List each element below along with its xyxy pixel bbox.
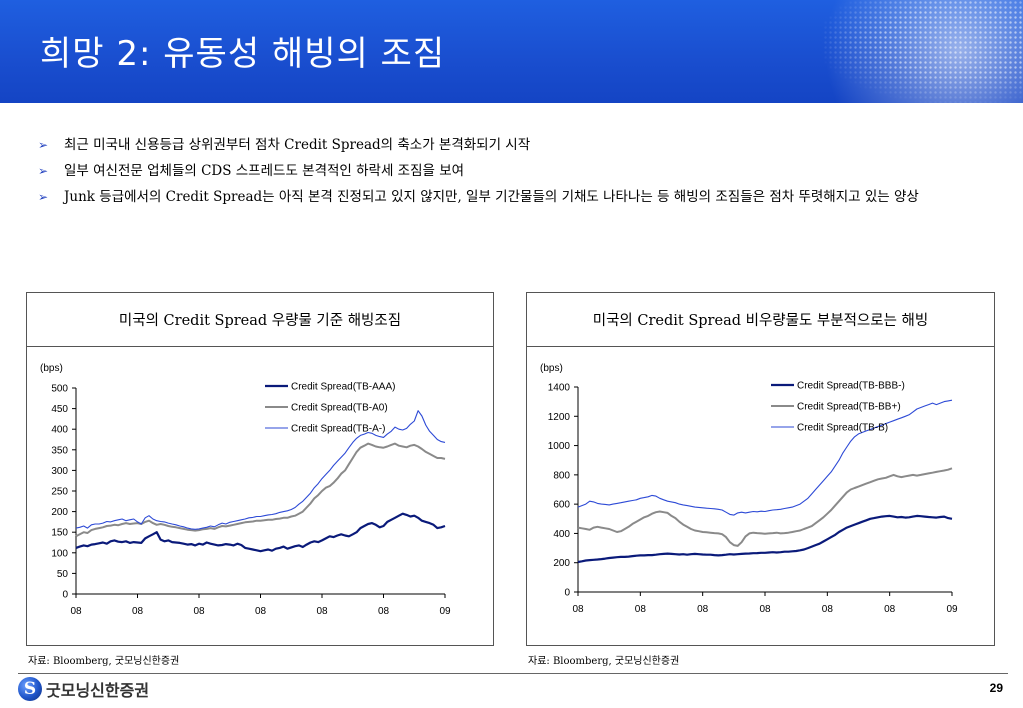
series-line-3 <box>75 410 446 530</box>
y-axis-unit-label: (bps) <box>40 363 63 374</box>
legend-label: Credit Spread(TB-BBB-) <box>797 381 905 392</box>
series-line-3 <box>577 399 953 516</box>
legend-label: Credit Spread(TB-BB+) <box>797 402 901 413</box>
y-axis-unit-label: (bps) <box>540 363 563 374</box>
company-logo: S 굿모닝신한증권 <box>18 677 149 701</box>
x-tick-label: 08 <box>132 606 144 617</box>
x-tick-label: 08 <box>193 606 205 617</box>
chart-panel-right: 미국의 Credit Spread 비우량물도 부분적으로는 해빙 (bps) 0… <box>526 292 995 646</box>
x-tick-label: 08 <box>70 606 82 617</box>
x-tick-label: 08 <box>822 604 834 615</box>
footer-divider <box>18 673 1008 674</box>
y-tick-label: 100 <box>51 548 68 559</box>
chart-source-note: 자료: Bloomberg, 굿모닝신한증권 <box>528 656 680 667</box>
x-tick-label: 09 <box>439 606 451 617</box>
y-tick-label: 1000 <box>548 441 571 452</box>
y-tick-label: 0 <box>564 588 570 599</box>
arrow-bullet-icon: ➢ <box>38 190 49 204</box>
y-tick-label: 800 <box>553 470 570 481</box>
bullet-list: ➢ 최근 미국내 신용등급 상위권부터 점차 Credit Spread의 축소… <box>38 134 1003 212</box>
series-line-2 <box>75 442 446 538</box>
y-tick-label: 300 <box>51 466 68 477</box>
bullet-item: ➢ Junk 등급에서의 Credit Spread는 아직 본격 진정되고 있… <box>38 186 1003 208</box>
arrow-bullet-icon: ➢ <box>38 138 49 152</box>
logo-name: 굿모닝신한증권 <box>46 681 150 700</box>
x-tick-label: 08 <box>759 604 771 615</box>
x-tick-label: 09 <box>946 604 958 615</box>
x-tick-label: 08 <box>697 604 709 615</box>
chart-source-note: 자료: Bloomberg, 굿모닝신한증권 <box>28 656 180 667</box>
series-line-1 <box>577 514 953 564</box>
y-tick-label: 150 <box>51 528 68 539</box>
y-tick-label: 200 <box>51 507 68 518</box>
y-tick-label: 450 <box>51 404 68 415</box>
y-tick-label: 500 <box>51 384 68 395</box>
legend-label: Credit Spread(TB-AAA) <box>291 382 395 393</box>
x-tick-label: 08 <box>635 604 647 615</box>
x-tick-label: 08 <box>255 606 267 617</box>
bullet-text: 일부 여신전문 업체들의 CDS 스프레드도 본격적인 하락세 조짐을 보여 <box>64 163 465 179</box>
chart-panel-title: 미국의 Credit Spread 비우량물도 부분적으로는 해빙 <box>527 293 994 347</box>
y-tick-label: 1400 <box>548 383 571 394</box>
y-tick-label: 600 <box>553 500 570 511</box>
chart-panel-left: 미국의 Credit Spread 우량물 기준 해빙조짐 (bps) 0 50 10… <box>26 292 494 646</box>
y-tick-label: 400 <box>51 425 68 436</box>
header-banner: 희망 2: 유동성 해빙의 조짐 <box>0 0 1023 103</box>
x-tick-label: 08 <box>378 606 390 617</box>
legend-label: Credit Spread(TB-A-) <box>291 424 385 435</box>
bullet-text: Junk 등급에서의 Credit Spread는 아직 본격 진정되고 있지 … <box>64 189 919 205</box>
bullet-text: 최근 미국내 신용등급 상위권부터 점차 Credit Spread의 축소가 … <box>64 137 531 153</box>
slide-title: 희망 2: 유동성 해빙의 조짐 <box>40 34 446 74</box>
y-tick-label: 200 <box>553 558 570 569</box>
chart-high-yield-spread: (bps) 0 200 400 600 800 1000 1200 1400 08 08 08 08 08… <box>540 363 958 615</box>
legend-label: Credit Spread(TB-B) <box>797 423 888 434</box>
world-map-dots <box>823 0 1023 103</box>
chart-panel-title: 미국의 Credit Spread 우량물 기준 해빙조짐 <box>27 293 493 347</box>
x-tick-label: 08 <box>572 604 584 615</box>
legend-label: Credit Spread(TB-A0) <box>291 403 388 414</box>
series-line-1 <box>75 512 446 553</box>
y-tick-label: 50 <box>57 569 69 580</box>
bullet-item: ➢ 일부 여신전문 업체들의 CDS 스프레드도 본격적인 하락세 조짐을 보여 <box>38 160 1003 182</box>
series-line-2 <box>577 467 953 547</box>
x-tick-label: 08 <box>316 606 328 617</box>
arrow-bullet-icon: ➢ <box>38 164 49 178</box>
y-tick-label: 1200 <box>548 412 571 423</box>
y-tick-label: 400 <box>553 529 570 540</box>
y-tick-label: 0 <box>62 590 68 601</box>
page-number: 29 <box>989 681 1003 695</box>
x-tick-label: 08 <box>884 604 896 615</box>
bullet-item: ➢ 최근 미국내 신용등급 상위권부터 점차 Credit Spread의 축소… <box>38 134 1003 156</box>
logo-mark-icon: S <box>18 677 42 701</box>
chart-investment-grade-spread: (bps) 0 50 100 150 200 250 300 350 400 450 500 08 08 0… <box>40 363 451 617</box>
y-tick-label: 350 <box>51 445 68 456</box>
y-tick-label: 250 <box>51 487 68 498</box>
